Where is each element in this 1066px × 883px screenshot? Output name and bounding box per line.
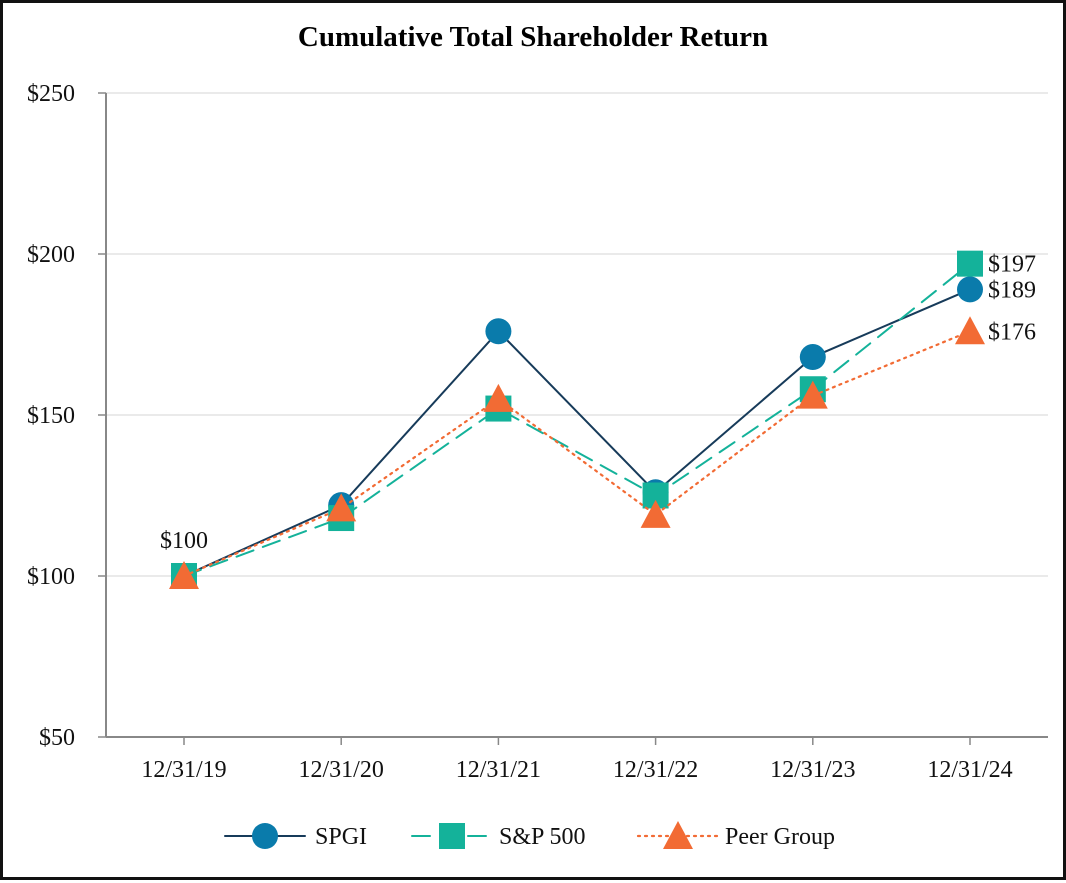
chart-title: Cumulative Total Shareholder Return bbox=[297, 21, 769, 53]
legend-marker-s-p-500 bbox=[439, 823, 465, 849]
legend-label-peer-group: Peer Group bbox=[725, 824, 835, 850]
data-point-peer-group-4 bbox=[797, 380, 828, 409]
data-point-peer-group-1 bbox=[326, 493, 357, 522]
series-line-spgi bbox=[183, 288, 971, 577]
data-label: $189 bbox=[988, 277, 1036, 303]
y-tick-label: $100 bbox=[27, 564, 75, 590]
y-tick-label: $200 bbox=[27, 242, 75, 268]
y-tick-label: $50 bbox=[39, 725, 75, 751]
line-chart: $50 $100 $150 $200 $250 12/31/19 12/31/20 12/31… bbox=[27, 81, 1048, 850]
x-tick-label: 12/31/24 bbox=[927, 757, 1012, 783]
x-tick-label: 12/31/19 bbox=[141, 757, 226, 783]
data-label: $100 bbox=[160, 528, 208, 554]
data-label: $197 bbox=[988, 252, 1036, 278]
y-tick-label: $150 bbox=[27, 403, 75, 429]
x-tick-label: 12/31/22 bbox=[613, 757, 698, 783]
legend-label-s-p-500: S&P 500 bbox=[499, 824, 585, 850]
series-line-s-p-500 bbox=[183, 262, 971, 577]
x-tick-label: 12/31/20 bbox=[299, 757, 384, 783]
series-line-peer-group bbox=[182, 330, 972, 578]
data-point-peer-group-3 bbox=[640, 499, 671, 528]
legend-marker-spgi bbox=[252, 823, 278, 849]
data-point-s-p-500-5 bbox=[957, 250, 983, 277]
x-tick-label: 12/31/21 bbox=[456, 757, 541, 783]
data-point-peer-group-5 bbox=[955, 316, 985, 345]
data-label: $176 bbox=[988, 319, 1036, 345]
data-point-spgi-2 bbox=[485, 318, 512, 345]
legend-marker-peer-group bbox=[663, 821, 693, 849]
data-point-spgi-4 bbox=[799, 344, 826, 371]
x-tick-label: 12/31/23 bbox=[770, 757, 855, 783]
y-tick-label: $250 bbox=[27, 81, 75, 107]
data-point-spgi-5 bbox=[957, 276, 983, 303]
legend-label-spgi: SPGI bbox=[315, 824, 367, 850]
data-point-peer-group-2 bbox=[483, 383, 514, 412]
data-point-peer-group-0 bbox=[169, 561, 199, 589]
